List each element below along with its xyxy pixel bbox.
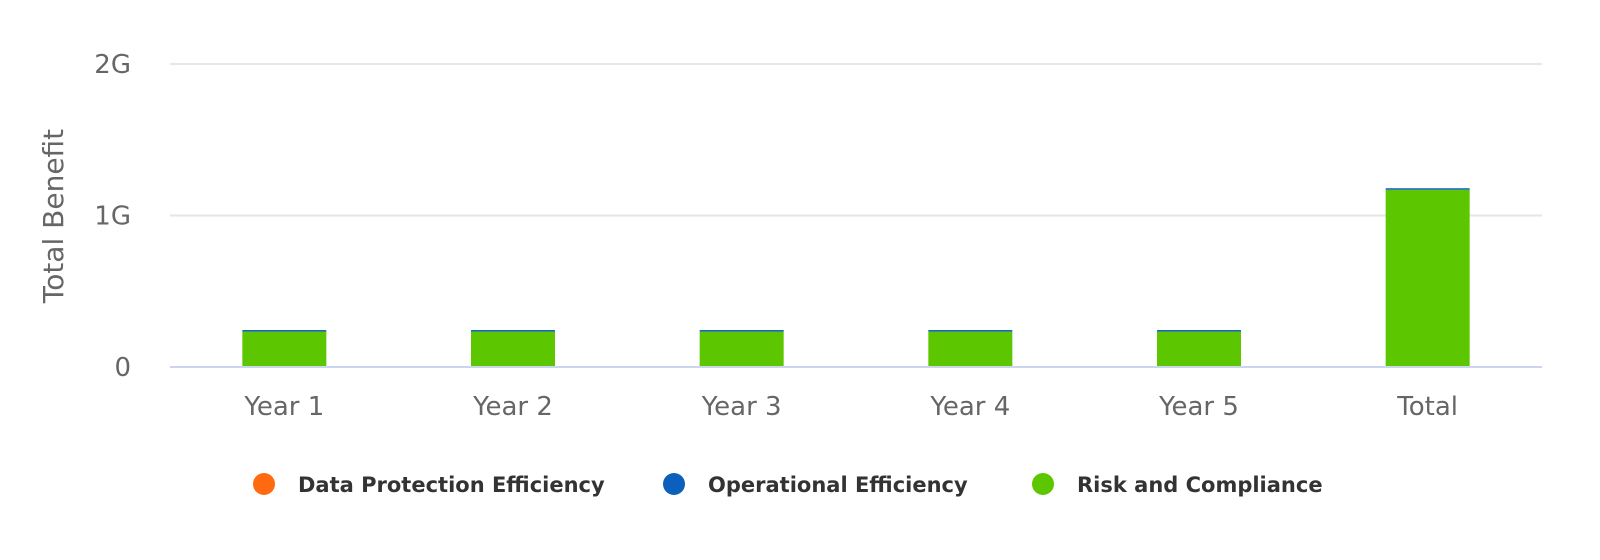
- x-tick-label: Year 2: [472, 392, 553, 422]
- y-tick-label: 0: [114, 353, 131, 383]
- legend-marker: [663, 473, 685, 495]
- x-tick-label: Year 5: [1158, 392, 1239, 422]
- x-tick-label: Total: [1396, 392, 1458, 422]
- bar-risk-and-compliance-3[interactable]: [928, 331, 1013, 367]
- legend-item-data-protection-efficiency[interactable]: Data Protection Efficiency: [253, 473, 605, 497]
- gridlines: [170, 63, 1542, 217]
- bar-risk-and-compliance-2[interactable]: [699, 331, 784, 367]
- x-axis-ticks: Year 1 Year 2 Year 3 Year 4 Year 5 Total: [243, 392, 1458, 422]
- bars: [242, 188, 1470, 367]
- y-tick-label: 1G: [94, 202, 131, 232]
- legend-marker: [253, 473, 275, 495]
- x-tick-label: Year 1: [243, 392, 324, 422]
- bar-risk-and-compliance-4[interactable]: [1157, 331, 1241, 367]
- legend: Data Protection Efficiency Operational Ef…: [253, 473, 1323, 497]
- bar-operational-efficiency-1[interactable]: [471, 330, 555, 332]
- bar-risk-and-compliance-5[interactable]: [1385, 189, 1470, 367]
- legend-item-risk-and-compliance[interactable]: Risk and Compliance: [1032, 473, 1323, 497]
- bar-operational-efficiency-0[interactable]: [242, 330, 327, 332]
- bar-operational-efficiency-5[interactable]: [1385, 188, 1470, 190]
- legend-item-operational-efficiency[interactable]: Operational Efficiency: [663, 473, 968, 497]
- y-axis-title: Total Benefit: [37, 129, 70, 304]
- bar-operational-efficiency-2[interactable]: [699, 330, 784, 332]
- legend-label: Data Protection Efficiency: [298, 473, 605, 497]
- x-tick-label: Year 3: [701, 392, 782, 422]
- x-tick-label: Year 4: [929, 392, 1010, 422]
- bar-risk-and-compliance-0[interactable]: [242, 331, 327, 367]
- legend-label: Risk and Compliance: [1077, 473, 1323, 497]
- y-axis-ticks: 0 1G 2G: [94, 50, 131, 383]
- bar-operational-efficiency-3[interactable]: [928, 330, 1013, 332]
- y-tick-label: 2G: [94, 50, 131, 80]
- legend-label: Operational Efficiency: [708, 473, 968, 497]
- legend-marker: [1032, 473, 1054, 495]
- bar-risk-and-compliance-1[interactable]: [471, 331, 555, 367]
- bar-operational-efficiency-4[interactable]: [1157, 330, 1241, 332]
